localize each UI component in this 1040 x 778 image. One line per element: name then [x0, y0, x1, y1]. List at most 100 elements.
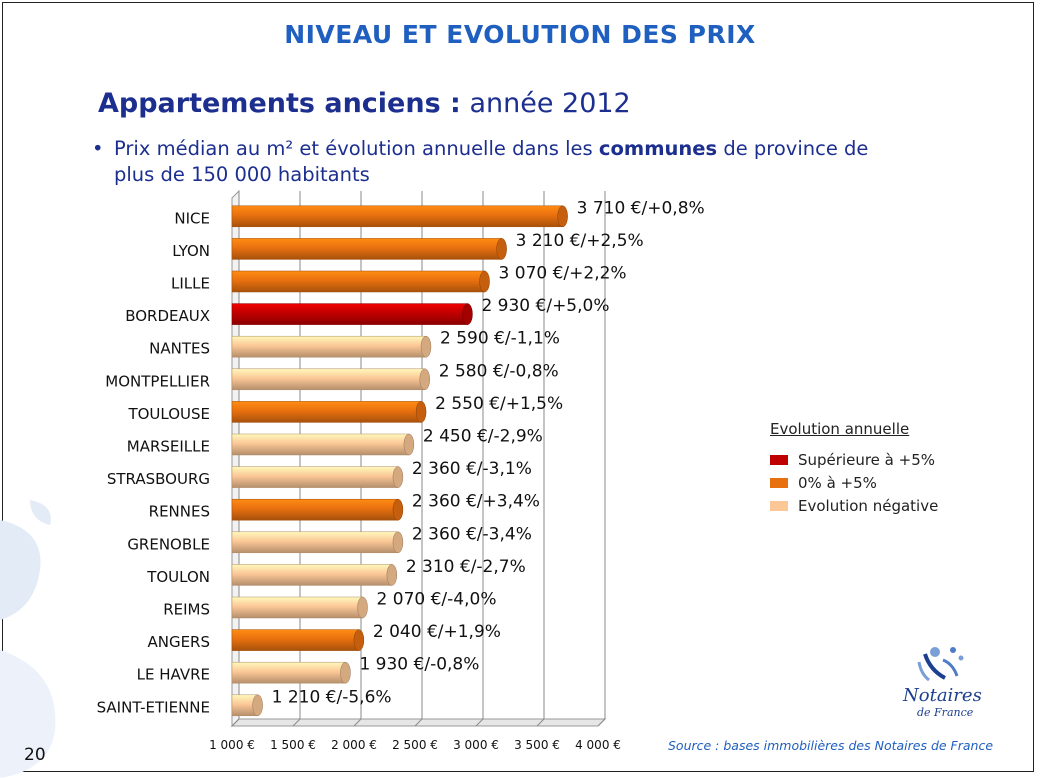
gridline-floor — [536, 718, 545, 727]
y-category-label: NANTES — [149, 340, 210, 358]
bar-data-label: 1 210 €/-5,6% — [272, 687, 392, 707]
bar-end-cap — [419, 368, 431, 391]
bar-end-cap — [557, 205, 568, 228]
gridline-floor — [597, 718, 606, 727]
legend-label-positive: 0% à +5% — [798, 473, 877, 492]
bar-end-cap — [462, 303, 473, 325]
legend-swatch-positive — [770, 477, 788, 488]
x-tick-label: 3 500 € — [514, 738, 560, 752]
y-category-label: GRENOBLE — [127, 535, 210, 553]
bar — [231, 531, 399, 554]
legend-title: Evolution annuelle — [770, 420, 910, 438]
x-tick-label: 2 500 € — [392, 738, 438, 752]
bar — [231, 498, 399, 521]
x-tick-label: 3 000 € — [453, 738, 499, 752]
bar — [231, 303, 468, 325]
bar-end-cap — [357, 596, 368, 619]
bar-data-label: 2 070 €/-4,0% — [377, 590, 497, 610]
bar-data-label: 2 310 €/-2,7% — [406, 557, 526, 577]
legend-swatch-negative — [770, 500, 788, 511]
bullet-dot: • — [92, 137, 104, 160]
legend-item-negative: Evolution négative — [770, 494, 938, 517]
legend-label-high: Supérieure à +5% — [798, 450, 936, 469]
notaires-logo: Notaires de France — [895, 640, 1005, 730]
y-category-label: REIMS — [163, 601, 210, 619]
legend-label-negative: Evolution négative — [798, 496, 939, 515]
bar — [231, 596, 363, 619]
bar-end-cap — [415, 401, 427, 423]
notaires-logo-icon — [917, 647, 964, 682]
bar-data-label: 2 360 €/+3,4% — [412, 492, 540, 512]
logo-text-main: Notaires — [903, 685, 982, 706]
bullet-text-bold: communes — [598, 137, 718, 160]
y-category-label: LE HAVRE — [137, 666, 210, 684]
gridline-floor — [414, 718, 423, 727]
bullet-point: • Prix médian au m² et évolution annuell… — [92, 136, 892, 188]
slide-title: NIVEAU ET EVOLUTION DES PRIX — [284, 20, 756, 49]
bar-end-cap — [392, 466, 404, 488]
bar — [231, 335, 427, 358]
gridline-floor — [231, 718, 240, 727]
bar-data-label: 2 930 €/+5,0% — [481, 296, 609, 316]
y-category-label: LYON — [172, 242, 210, 260]
bar — [231, 368, 426, 391]
x-tick-label: 1 000 € — [209, 738, 255, 752]
bar — [231, 238, 502, 260]
decorative-swirl — [0, 500, 56, 778]
y-category-label: SAINT-ETIENNE — [97, 698, 210, 716]
bar-data-label: 3 210 €/+2,5% — [516, 231, 644, 251]
bar-data-label: 2 550 €/+1,5% — [435, 394, 563, 414]
bar — [231, 433, 410, 456]
bar-end-cap — [252, 694, 263, 717]
bar-end-cap — [420, 335, 432, 358]
source-note: Source : bases immobilières des Notaires… — [668, 738, 994, 753]
gridline-floor — [475, 718, 484, 727]
y-category-label: TOULON — [146, 568, 210, 586]
y-category-label: BORDEAUX — [125, 307, 210, 325]
bar-end-cap — [353, 629, 365, 651]
bar-data-label: 2 040 €/+1,9% — [373, 622, 501, 642]
bar-data-label: 2 450 €/-2,9% — [423, 427, 543, 447]
bar — [231, 270, 485, 293]
bar-data-label: 2 360 €/-3,1% — [412, 459, 532, 479]
slide-subtitle: Appartements anciens : année 2012 — [98, 88, 631, 119]
bar-end-cap — [392, 498, 404, 521]
bar-end-cap — [479, 270, 490, 293]
y-category-label: MONTPELLIER — [105, 372, 210, 390]
legend-swatch-high — [770, 454, 788, 465]
y-category-label: LILLE — [171, 275, 210, 293]
gridline-floor — [353, 718, 362, 727]
subtitle-rest: année 2012 — [460, 88, 631, 119]
y-category-label: ANGERS — [147, 633, 210, 651]
bar-data-label: 1 930 €/-0,8% — [359, 655, 479, 675]
legend-item-high: Supérieure à +5% — [770, 448, 938, 471]
bar-data-label: 2 590 €/-1,1% — [440, 329, 560, 349]
bar-data-label: 2 360 €/-3,4% — [412, 524, 532, 544]
x-tick-label: 4 000 € — [575, 738, 621, 752]
x-tick-label: 2 000 € — [331, 738, 377, 752]
y-category-label: STRASBOURG — [107, 470, 210, 488]
bar-end-cap — [386, 564, 398, 586]
bar — [231, 205, 563, 228]
bullet-text-before: Prix médian au m² et évolution annuelle … — [114, 137, 599, 160]
bar-end-cap — [403, 433, 415, 456]
gridline-floor — [292, 718, 301, 727]
bar-data-label: 3 070 €/+2,2% — [499, 264, 627, 284]
bar — [231, 401, 422, 423]
bar-end-cap — [496, 238, 507, 260]
y-category-label: TOULOUSE — [127, 405, 210, 423]
x-tick-label: 1 500 € — [270, 738, 316, 752]
logo-text-sub: de France — [917, 706, 974, 719]
bar-data-label: 2 580 €/-0,8% — [439, 361, 559, 381]
subtitle-bold: Appartements anciens : — [98, 88, 461, 119]
bar — [231, 564, 393, 586]
bar — [231, 661, 346, 684]
bar — [231, 629, 360, 651]
bar-data-label: 3 710 €/+0,8% — [577, 198, 705, 218]
legend-item-positive: 0% à +5% — [770, 471, 938, 494]
bar-end-cap — [340, 661, 351, 684]
y-category-label: RENNES — [149, 503, 210, 521]
page-number: 20 — [24, 745, 46, 765]
